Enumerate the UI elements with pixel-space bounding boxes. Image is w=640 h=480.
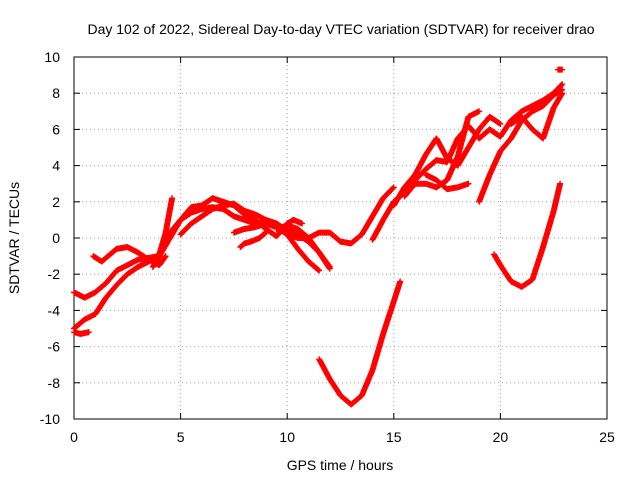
data-point-marker (559, 81, 566, 88)
data-point-marker (496, 120, 503, 127)
data-point-marker (85, 329, 92, 336)
y-tick-label: -4 (48, 302, 61, 318)
data-point-marker (169, 195, 176, 202)
data-point-marker (476, 108, 483, 115)
series-10 (273, 222, 333, 272)
data-point-marker (299, 220, 306, 227)
data-point-marker (262, 229, 269, 236)
x-tick-label: 25 (599, 429, 615, 445)
series-11 (316, 278, 404, 408)
y-tick-label: 4 (52, 158, 60, 174)
series-12 (369, 81, 566, 243)
data-point-marker (390, 184, 397, 191)
series-15 (422, 171, 472, 193)
y-tick-label: -6 (48, 339, 61, 355)
x-tick-label: 0 (70, 429, 78, 445)
x-axis-ticks: 0 5 10 15 20 25 (70, 57, 615, 445)
x-tick-label: 5 (177, 429, 185, 445)
data-point-marker (261, 230, 268, 237)
series-17 (508, 90, 566, 142)
series-3 (71, 329, 92, 337)
x-axis-label: GPS time / hours (287, 457, 394, 473)
series-4 (90, 244, 169, 269)
data-point-marker (389, 185, 396, 192)
data-point-marker (397, 278, 404, 285)
series-13 (390, 113, 504, 209)
series-18 (491, 180, 564, 290)
data-point-marker (558, 81, 565, 88)
data-point-marker (559, 90, 566, 97)
data-point-marker (315, 266, 322, 273)
data-marks (71, 66, 566, 408)
y-tick-label: 0 (52, 230, 60, 246)
series-8 (230, 220, 323, 274)
y-tick-label: 2 (52, 194, 60, 210)
series-2 (71, 253, 163, 301)
series-9 (237, 229, 269, 251)
data-point-marker (559, 66, 566, 73)
x-tick-label: 10 (279, 429, 295, 445)
x-tick-label: 20 (493, 429, 509, 445)
data-point-marker (465, 180, 472, 187)
data-point-marker (326, 265, 333, 272)
y-axis-label: SDTVAR / TECUs (6, 182, 22, 294)
y-tick-label: 8 (52, 85, 60, 101)
data-point-marker (497, 120, 504, 127)
data-point-marker (162, 253, 169, 260)
series-5 (149, 184, 397, 270)
y-tick-label: -2 (48, 266, 61, 282)
y-tick-label: -8 (48, 375, 61, 391)
y-tick-label: 10 (44, 49, 60, 65)
series-19 (554, 66, 566, 73)
data-point-marker (316, 267, 323, 274)
data-point-marker (557, 180, 564, 187)
series-16 (476, 86, 566, 205)
y-tick-label: -10 (40, 411, 60, 427)
chart-title: Day 102 of 2022, Sidereal Day-to-day VTE… (87, 21, 594, 37)
y-tick-label: 6 (52, 121, 60, 137)
x-tick-label: 15 (386, 429, 402, 445)
y-axis-ticks: -10 -8 -6 -4 -2 0 2 4 6 8 10 (40, 49, 607, 427)
